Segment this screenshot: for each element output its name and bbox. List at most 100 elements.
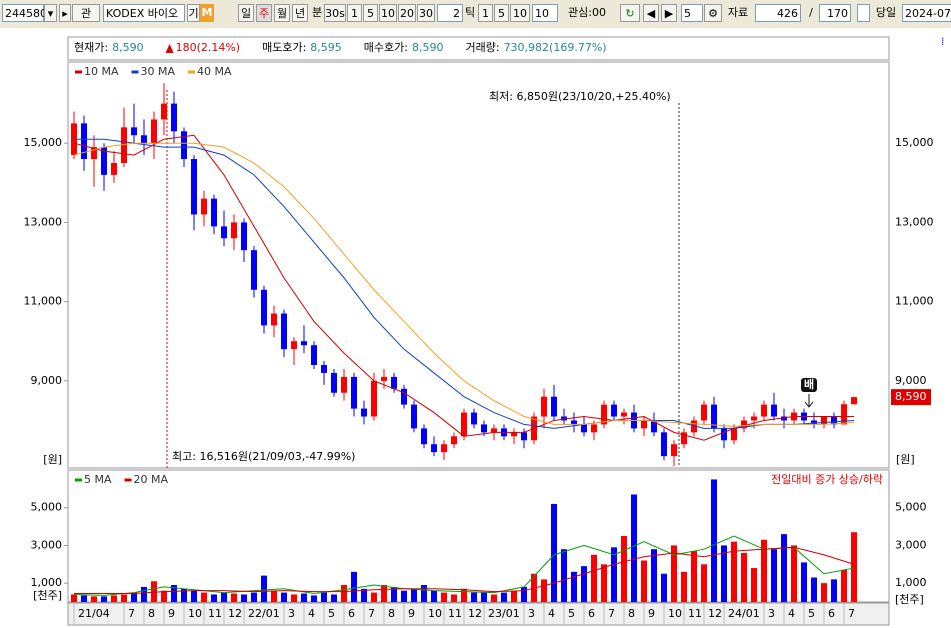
y-tick-label: 3,000: [31, 538, 63, 551]
prev-btn[interactable]: ◀: [643, 4, 659, 22]
volume-bar: [501, 592, 507, 602]
period-btn[interactable]: 월: [274, 4, 290, 22]
date-input[interactable]: 2024-07: [902, 4, 951, 22]
period-btn[interactable]: 일: [238, 4, 254, 22]
info-value: 8,595: [310, 41, 342, 54]
volume-bar: [771, 549, 777, 602]
volume-bar: [801, 562, 807, 602]
volume-bar: [101, 596, 107, 602]
candle-body: [381, 376, 387, 381]
candle-body: [491, 428, 497, 433]
candle-body: [281, 313, 287, 350]
name-input[interactable]: KODEX 바이오: [103, 4, 185, 22]
settings-btn[interactable]: ⚙: [704, 4, 722, 22]
volume-bar: [571, 571, 577, 602]
candle-body: [761, 404, 767, 417]
min-btn[interactable]: 20: [398, 4, 416, 22]
volume-bar: [641, 560, 647, 602]
volume-bar: [851, 532, 857, 602]
data-label: 자료: [727, 6, 749, 19]
search-btn[interactable]: 관: [72, 4, 100, 22]
min-btn[interactable]: 5: [363, 4, 378, 22]
x-tick-label: 7: [608, 607, 615, 620]
dropdown[interactable]: ▾: [44, 4, 57, 22]
candle-body: [371, 380, 377, 417]
step-input[interactable]: 5: [681, 4, 703, 22]
tick-input[interactable]: 2: [437, 4, 463, 22]
checkbox[interactable]: [857, 4, 870, 22]
volume-bar: [601, 564, 607, 602]
volume-bar: [251, 592, 257, 602]
info-value: 8,590: [412, 41, 444, 54]
next-btn[interactable]: ▸: [59, 4, 71, 22]
volume-bar: [331, 594, 337, 602]
annotation: 최저: 6,850원(23/10/20,+25.40%): [489, 90, 671, 103]
tick-value[interactable]: 10: [532, 4, 558, 22]
x-tick-label: 4: [548, 607, 555, 620]
candle-body: [461, 412, 467, 437]
ma-line: [74, 546, 855, 595]
x-tick-label: 12: [708, 607, 722, 620]
y-unit: [원]: [896, 453, 915, 466]
candle-body: [611, 404, 617, 417]
period-btn[interactable]: 주: [256, 4, 272, 22]
volume-bar: [701, 564, 707, 602]
volume-bar: [141, 586, 147, 602]
volume-bar: [421, 585, 427, 602]
panel-icon[interactable]: ⁞: [941, 35, 945, 48]
volume-unit: [천주]: [33, 588, 62, 602]
x-tick-label: 10: [428, 607, 442, 620]
volume-bar: [611, 547, 617, 602]
tick-btn[interactable]: 1: [478, 4, 493, 22]
volume-bar: [511, 590, 517, 602]
volume-bar: [131, 592, 137, 602]
legend-label: 10 MA: [84, 65, 119, 78]
candle-body: [671, 444, 677, 457]
candle-body: [701, 404, 707, 421]
background: [0, 28, 951, 628]
candle-body: [581, 424, 587, 433]
candle-body: [641, 420, 647, 429]
candle-body: [771, 404, 777, 417]
tick-btn[interactable]: 5: [494, 4, 509, 22]
m-btn[interactable]: M: [200, 4, 214, 22]
tick-btn[interactable]: 10: [510, 4, 530, 22]
volume-bar: [111, 595, 117, 602]
refresh-btn[interactable]: ↻: [620, 4, 640, 22]
x-tick-label: 8: [148, 607, 155, 620]
volume-bar: [781, 534, 787, 602]
volume-bar: [821, 583, 827, 602]
candle-body: [511, 432, 517, 437]
candle-body: [171, 103, 177, 132]
x-tick-label: 4: [788, 607, 795, 620]
min-btn[interactable]: 30: [417, 4, 435, 22]
volume-bar: [221, 592, 227, 602]
volume-unit: [천주]: [895, 592, 924, 606]
sec-btn[interactable]: 30s: [324, 4, 346, 22]
y-tick-label: 9,000: [31, 374, 63, 387]
period-btn[interactable]: 년: [292, 4, 308, 22]
current-price-box: [891, 389, 931, 406]
min-btn[interactable]: 10: [379, 4, 397, 22]
y-tick-label: 15,000: [24, 136, 63, 149]
legend-label: 5 MA: [84, 473, 112, 486]
y-tick-label: 3,000: [895, 538, 927, 551]
volume-bar: [401, 590, 407, 602]
volume-bar: [551, 503, 557, 602]
volume-bar: [721, 545, 727, 602]
today-label: 당일: [875, 6, 897, 19]
count-input[interactable]: 426: [755, 4, 801, 22]
ma-line: [73, 142, 855, 427]
annotation: 최고: 16,516원(21/09/03,-47.99%): [172, 450, 355, 463]
volume-bar: [81, 595, 87, 602]
volume-bar: [461, 588, 467, 602]
next-btn[interactable]: ▶: [661, 4, 677, 22]
visible-input[interactable]: 170: [819, 4, 851, 22]
code-input[interactable]: 244580: [2, 4, 47, 22]
min-btn[interactable]: 1: [347, 4, 362, 22]
ki-btn[interactable]: 기: [187, 4, 200, 22]
volume-bar: [831, 579, 837, 602]
volume-bar: [211, 594, 217, 602]
volume-bar: [671, 545, 677, 602]
interest: 관심:00: [568, 6, 606, 19]
